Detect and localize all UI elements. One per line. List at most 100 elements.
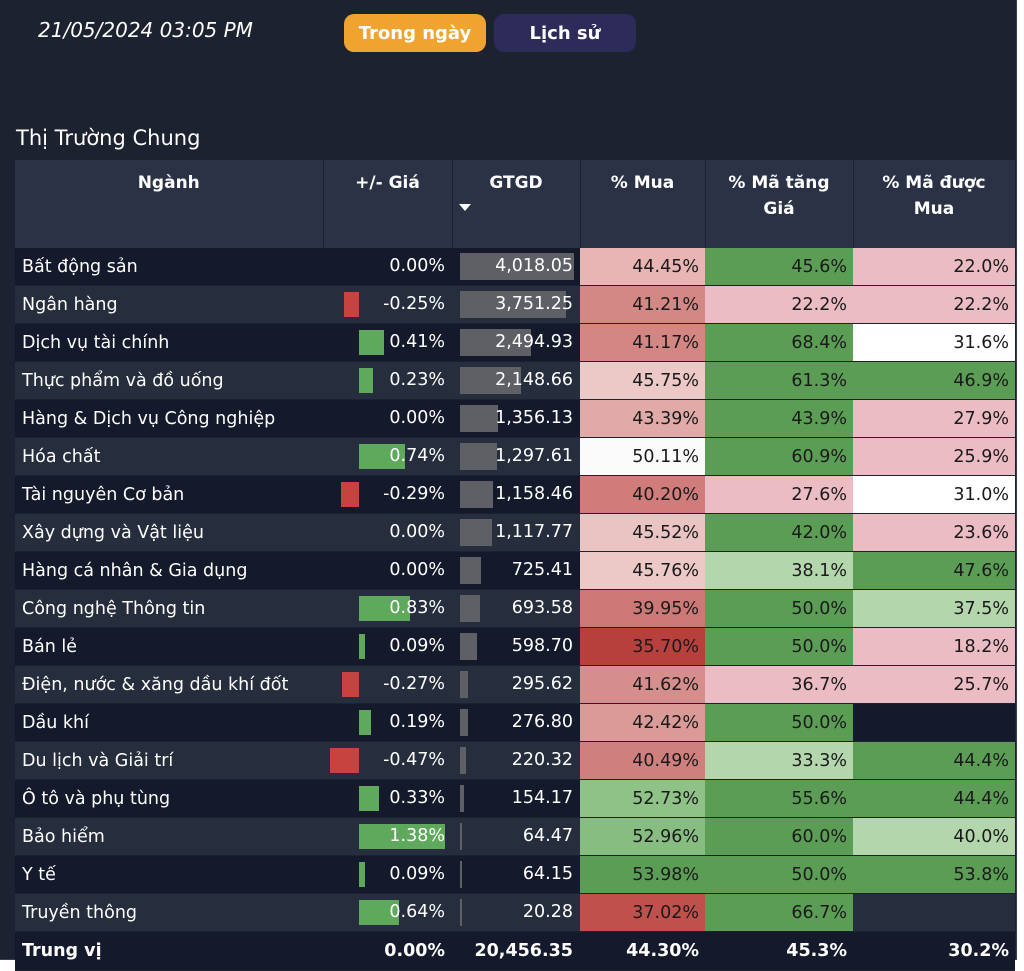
col-header-change[interactable]: +/- Giá	[323, 160, 453, 248]
trade-value: 1,158.46	[495, 484, 573, 504]
price-change-value: 1.38%	[389, 826, 445, 846]
table-row[interactable]: Bảo hiểm 1.38% 64.47 52.96% 60.0% 40.0%	[15, 817, 1015, 856]
rise-pct: 27.6%	[705, 475, 853, 514]
trade-value-cell: 725.41	[452, 551, 580, 590]
bought-pct: 23.6%	[853, 513, 1015, 552]
table-row[interactable]: Dầu khí 0.19% 276.80 42.42% 50.0%	[15, 703, 1015, 742]
price-change-bar	[359, 900, 399, 925]
col-header-rise[interactable]: % Mã tăng Giá	[705, 160, 854, 248]
rise-pct: 50.0%	[705, 589, 853, 628]
trade-value-bar	[460, 823, 462, 850]
table-row[interactable]: Bất động sản 0.00% 4,018.05 44.45% 45.6% 22.0…	[15, 248, 1015, 286]
rise-pct: 50.0%	[705, 855, 853, 894]
table-row[interactable]: Dịch vụ tài chính 0.41% 2,494.93 41.17% 68.4…	[15, 323, 1015, 362]
trade-value: 64.47	[522, 826, 573, 846]
trade-value-bar	[460, 405, 499, 432]
trade-value-cell: 1,356.13	[452, 399, 580, 438]
price-change-cell: 0.09%	[323, 627, 452, 666]
price-change-cell: 0.00%	[323, 399, 452, 438]
table-row[interactable]: Truyền thông 0.64% 20.28 37.02% 66.7%	[15, 893, 1015, 932]
sector-name: Truyền thông	[15, 893, 323, 932]
sector-name: Hàng & Dịch vụ Công nghiệp	[15, 399, 323, 438]
col-header-value[interactable]: GTGD	[452, 160, 581, 248]
price-change-cell: 0.64%	[323, 893, 452, 932]
price-change-value: -0.29%	[383, 484, 445, 504]
sector-name: Ngân hàng	[15, 285, 323, 324]
table-row[interactable]: Hóa chất 0.74% 1,297.61 50.11% 60.9% 25.9%	[15, 437, 1015, 476]
trade-value-bar	[460, 557, 481, 584]
price-change-bar	[359, 786, 380, 811]
table-row[interactable]: Y tế 0.09% 64.15 53.98% 50.0% 53.8%	[15, 855, 1015, 894]
trade-value-bar	[460, 367, 521, 394]
bought-pct: 18.2%	[853, 627, 1015, 666]
trade-value-bar	[460, 747, 467, 774]
col-header-sector[interactable]: Ngành	[15, 160, 324, 248]
trade-value: 693.58	[511, 598, 573, 618]
sector-name: Xây dựng và Vật liệu	[15, 513, 323, 552]
trade-value-bar	[460, 785, 465, 812]
price-change-value: 0.09%	[389, 864, 445, 884]
price-change-cell: 0.19%	[323, 703, 452, 742]
trade-value-bar	[460, 709, 468, 736]
price-change-bar	[343, 292, 359, 317]
trade-value: 725.41	[511, 560, 573, 580]
table-row[interactable]: Thực phẩm và đồ uống 0.23% 2,148.66 45.75% 6…	[15, 361, 1015, 400]
trade-value-cell: 2,494.93	[452, 323, 580, 362]
bought-pct	[853, 703, 1015, 742]
price-change-value: -0.27%	[383, 674, 445, 694]
price-change-cell: 0.74%	[323, 437, 452, 476]
table-row[interactable]: Điện, nước & xăng dầu khí đốt -0.27% 295.6…	[15, 665, 1015, 704]
trade-value-bar	[460, 253, 574, 280]
table-row[interactable]: Bán lẻ 0.09% 598.70 35.70% 50.0% 18.2%	[15, 627, 1015, 666]
price-change-value: 0.19%	[389, 712, 445, 732]
trade-value-bar	[460, 595, 480, 622]
tab-today-button[interactable]: Trong ngày	[344, 14, 486, 52]
trade-value-cell: 3,751.25	[452, 285, 580, 324]
price-change-value: 0.23%	[389, 370, 445, 390]
col-header-buy[interactable]: % Mua	[580, 160, 706, 248]
table-row[interactable]: Ngân hàng -0.25% 3,751.25 41.21% 22.2% 22.2%	[15, 285, 1015, 324]
price-change-bar	[329, 748, 359, 773]
trade-value-bar	[460, 861, 462, 888]
price-change-bar	[359, 634, 365, 659]
sector-name: Điện, nước & xăng dầu khí đốt	[15, 665, 323, 704]
price-change-cell: -0.47%	[323, 741, 452, 780]
price-change-cell: -0.27%	[323, 665, 452, 704]
table-row[interactable]: Ô tô và phụ tùng 0.33% 154.17 52.73% 55.6% 44…	[15, 779, 1015, 818]
price-change-bar	[359, 824, 445, 849]
price-change-cell: 1.38%	[323, 817, 452, 856]
table-row[interactable]: Hàng & Dịch vụ Công nghiệp 0.00% 1,356.13 4…	[15, 399, 1015, 438]
table-row[interactable]: Xây dựng và Vật liệu 0.00% 1,117.77 45.52% 4…	[15, 513, 1015, 552]
price-change-bar	[341, 482, 359, 507]
total-label: Trung vị	[15, 931, 323, 971]
table-row[interactable]: Du lịch và Giải trí -0.47% 220.32 40.49% 33.…	[15, 741, 1015, 780]
trade-value: 2,494.93	[495, 332, 573, 352]
buy-pct: 45.75%	[580, 361, 705, 400]
table-row[interactable]: Tài nguyên Cơ bản -0.29% 1,158.46 40.20% 27.…	[15, 475, 1015, 514]
buy-pct: 41.21%	[580, 285, 705, 324]
trade-value: 2,148.66	[495, 370, 573, 390]
trade-value: 1,117.77	[495, 522, 573, 542]
rise-pct: 43.9%	[705, 399, 853, 438]
tab-history-button[interactable]: Lịch sử	[494, 14, 636, 52]
bought-pct: 22.0%	[853, 248, 1015, 286]
trade-value-cell: 276.80	[452, 703, 580, 742]
table-row[interactable]: Công nghệ Thông tin 0.83% 693.58 39.95% 50.0…	[15, 589, 1015, 628]
col-header-bought[interactable]: % Mã được Mua	[853, 160, 1016, 248]
sector-name: Dầu khí	[15, 703, 323, 742]
bought-pct: 40.0%	[853, 817, 1015, 856]
price-change-value: 0.00%	[389, 560, 445, 580]
rise-pct: 55.6%	[705, 779, 853, 818]
rise-pct: 36.7%	[705, 665, 853, 704]
rise-pct: 22.2%	[705, 285, 853, 324]
trade-value-cell: 1,158.46	[452, 475, 580, 514]
sector-name: Y tế	[15, 855, 323, 894]
sector-name: Dịch vụ tài chính	[15, 323, 323, 362]
table-row[interactable]: Hàng cá nhân & Gia dụng 0.00% 725.41 45.76%…	[15, 551, 1015, 590]
rise-pct: 42.0%	[705, 513, 853, 552]
trade-value-bar	[460, 481, 493, 508]
trade-value-bar	[460, 291, 567, 318]
buy-pct: 53.98%	[580, 855, 705, 894]
sector-name: Hàng cá nhân & Gia dụng	[15, 551, 323, 590]
